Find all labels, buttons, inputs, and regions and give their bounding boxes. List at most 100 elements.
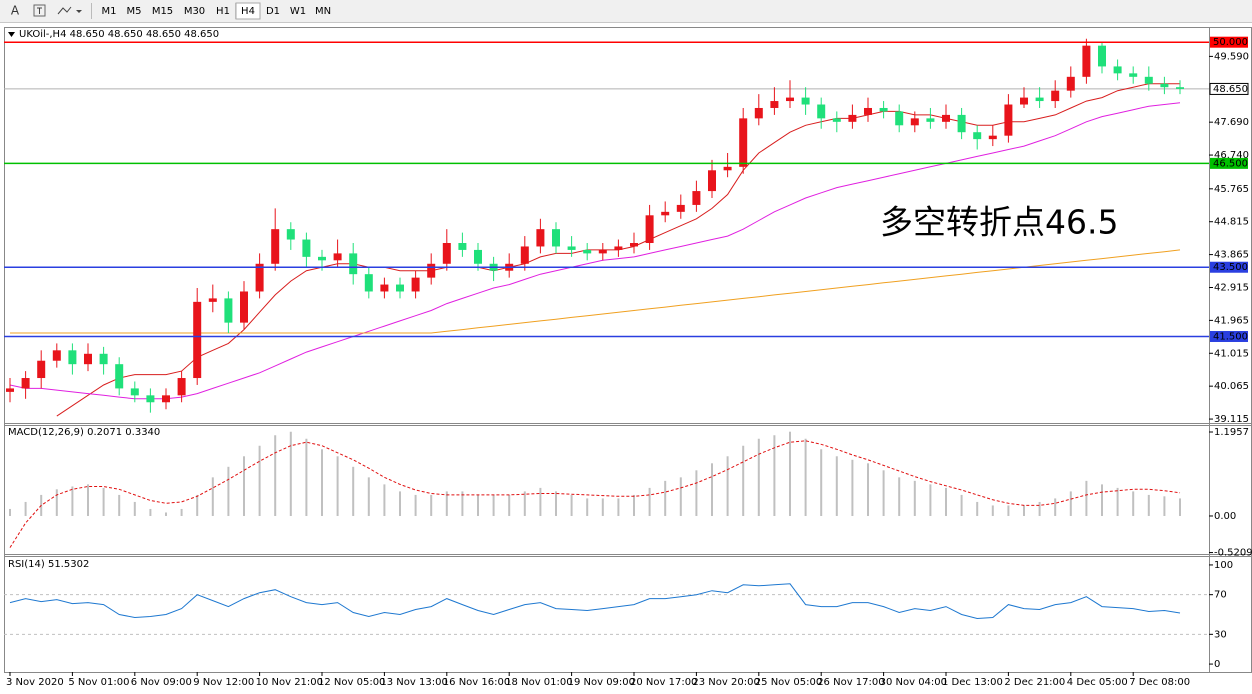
candle-body xyxy=(692,191,701,205)
candle-body xyxy=(926,118,935,122)
y-tick-label: 0 xyxy=(1214,659,1220,670)
candle-body xyxy=(770,101,779,108)
y-tick-label: 1.1957 xyxy=(1214,427,1249,438)
candle-body xyxy=(1035,97,1044,102)
candle-body xyxy=(676,204,685,212)
candle-body xyxy=(630,243,638,247)
level-label: 43.500 xyxy=(1213,262,1248,273)
indicator-line xyxy=(10,249,1181,334)
candle-body xyxy=(240,291,248,323)
timeframe-button[interactable]: W1 xyxy=(290,6,306,17)
candle-body xyxy=(333,253,342,261)
candle-body xyxy=(6,388,14,392)
x-tick-label: 7 Dec 08:00 xyxy=(1129,677,1190,688)
candle-body xyxy=(1020,97,1028,105)
candle-body xyxy=(583,249,592,254)
text-tool-glyph xyxy=(37,7,42,14)
candle-body xyxy=(723,166,732,171)
level-label-box xyxy=(1210,36,1248,48)
candle-body xyxy=(786,97,794,102)
text-tool-icon[interactable] xyxy=(33,4,46,17)
candle-body xyxy=(1098,45,1106,67)
timeframe-button[interactable]: M30 xyxy=(184,6,205,17)
timeframe-button[interactable]: M1 xyxy=(102,6,117,17)
candle-body xyxy=(1082,45,1091,77)
candle-body xyxy=(271,229,280,264)
y-tick-label: 42.915 xyxy=(1214,282,1249,293)
timeframe-button[interactable]: D1 xyxy=(266,6,280,17)
candle-body xyxy=(302,239,311,257)
title-marker xyxy=(8,32,15,37)
level-label-box xyxy=(1210,157,1248,169)
timeframe-button[interactable]: M15 xyxy=(152,6,173,17)
candle-body xyxy=(754,107,763,119)
candle-body xyxy=(973,132,982,140)
candle-body xyxy=(349,253,358,275)
y-tick-label: 39.115 xyxy=(1214,414,1249,425)
candle-body xyxy=(458,243,467,250)
x-tick-label: 6 Nov 09:00 xyxy=(131,677,192,688)
timeframe-bar: M1 M5 M15 M30 H1 H4 D1 W1 MN xyxy=(102,2,331,20)
candle-body xyxy=(645,215,654,244)
candle-body xyxy=(942,114,950,122)
y-tick-label: 43.865 xyxy=(1214,250,1249,261)
candle-body xyxy=(84,353,92,365)
timeframe-button[interactable]: H1 xyxy=(216,6,230,17)
x-tick-label: 3 Nov 2020 xyxy=(6,677,64,688)
x-tick-label: 20 Nov 17:00 xyxy=(630,677,697,688)
candle-body xyxy=(817,104,826,119)
candle-body xyxy=(567,246,576,250)
candle-body xyxy=(739,118,748,167)
x-tick-label: 16 Nov 16:00 xyxy=(443,677,510,688)
candle-body xyxy=(115,364,124,389)
font-tool[interactable]: A xyxy=(11,4,20,18)
y-tick-label: 47.690 xyxy=(1214,117,1249,128)
candle-body xyxy=(910,118,919,126)
x-tick-label: 30 Nov 04:00 xyxy=(880,677,947,688)
timeframe-button[interactable]: MN xyxy=(315,6,331,17)
candle-body xyxy=(224,298,233,323)
candle-body xyxy=(864,107,872,115)
candle-body xyxy=(661,211,670,216)
candle-body xyxy=(364,274,373,292)
candle-body xyxy=(208,298,217,302)
x-tick-label: 18 Nov 01:00 xyxy=(505,677,572,688)
candle-body xyxy=(162,395,170,403)
y-tick-label: 0.00 xyxy=(1214,511,1236,522)
y-tick-label: 45.765 xyxy=(1214,184,1249,195)
candle-body xyxy=(895,111,904,126)
level-label: 41.500 xyxy=(1213,331,1248,342)
x-tick-label: 23 Nov 20:00 xyxy=(692,677,759,688)
candle-body xyxy=(552,229,560,247)
candle-body xyxy=(396,284,404,292)
candle-body xyxy=(427,263,436,278)
candle-body xyxy=(1129,73,1138,77)
x-tick-label: 4 Dec 05:00 xyxy=(1067,677,1128,688)
y-tick-label: 49.590 xyxy=(1214,51,1249,62)
panel-title: UKOil-,H4 48.650 48.650 48.650 48.650 xyxy=(19,29,219,40)
candle-body xyxy=(957,114,966,133)
level-label-box xyxy=(1210,261,1248,273)
candle-body xyxy=(442,243,451,264)
candle-body xyxy=(37,360,46,379)
candle-body xyxy=(1066,76,1075,91)
annotation: 多空转折点46.5 xyxy=(880,203,1118,242)
arrow-tool-icon[interactable] xyxy=(57,6,72,15)
candle-body xyxy=(68,350,77,365)
panel-title: MACD(12,26,9) 0.2071 0.3340 xyxy=(8,427,160,438)
candle-body xyxy=(708,170,716,192)
x-tick-label: 2 Dec 21:00 xyxy=(1004,677,1065,688)
candle-body xyxy=(832,118,841,122)
chart-frame xyxy=(4,27,1252,673)
timeframe-button[interactable]: H4 xyxy=(241,6,255,17)
candle-body xyxy=(520,246,529,264)
y-tick-label: 30 xyxy=(1214,629,1227,640)
x-tick-label: 19 Nov 09:00 xyxy=(568,677,635,688)
candle-body xyxy=(193,301,202,379)
last-price-label: 48.650 xyxy=(1213,84,1248,95)
timeframe-button[interactable]: M5 xyxy=(127,6,142,17)
level-label: 50.000 xyxy=(1213,37,1248,48)
dropdown-icon[interactable] xyxy=(76,10,82,13)
